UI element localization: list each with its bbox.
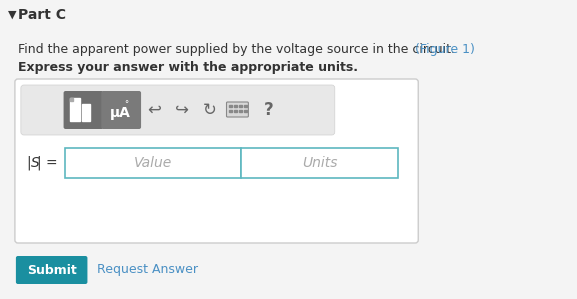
Text: Value: Value xyxy=(134,156,172,170)
Bar xyxy=(245,110,248,112)
Text: Find the apparent power supplied by the voltage source in the circuit.: Find the apparent power supplied by the … xyxy=(18,43,455,57)
Bar xyxy=(234,110,238,112)
Bar xyxy=(83,104,91,121)
Text: ▼: ▼ xyxy=(8,10,17,20)
Text: Submit: Submit xyxy=(27,263,77,277)
Text: μA: μA xyxy=(110,106,130,120)
Bar xyxy=(70,98,80,121)
Bar xyxy=(239,110,242,112)
Bar xyxy=(70,98,73,101)
Bar xyxy=(234,105,238,107)
FancyBboxPatch shape xyxy=(16,256,88,284)
Bar xyxy=(230,105,233,107)
FancyBboxPatch shape xyxy=(227,102,248,117)
Text: Units: Units xyxy=(302,156,338,170)
Bar xyxy=(230,110,233,112)
Text: Express your answer with the appropriate units.: Express your answer with the appropriate… xyxy=(18,62,358,74)
Text: ↻: ↻ xyxy=(203,101,216,119)
FancyBboxPatch shape xyxy=(65,148,241,178)
Text: |: | xyxy=(26,156,31,170)
FancyBboxPatch shape xyxy=(15,79,418,243)
Bar xyxy=(245,105,248,107)
FancyBboxPatch shape xyxy=(102,91,141,129)
Bar xyxy=(239,105,242,107)
Text: Part C: Part C xyxy=(18,8,66,22)
Text: | =: | = xyxy=(37,156,57,170)
Text: ↪: ↪ xyxy=(175,101,189,119)
FancyBboxPatch shape xyxy=(21,85,335,135)
Text: Request Answer: Request Answer xyxy=(98,263,198,277)
Text: S: S xyxy=(31,156,40,170)
FancyBboxPatch shape xyxy=(63,91,103,129)
FancyBboxPatch shape xyxy=(241,148,398,178)
Text: (Figure 1): (Figure 1) xyxy=(415,43,475,57)
Text: ↩: ↩ xyxy=(147,101,161,119)
Text: °: ° xyxy=(124,100,128,109)
Text: ?: ? xyxy=(263,101,273,119)
